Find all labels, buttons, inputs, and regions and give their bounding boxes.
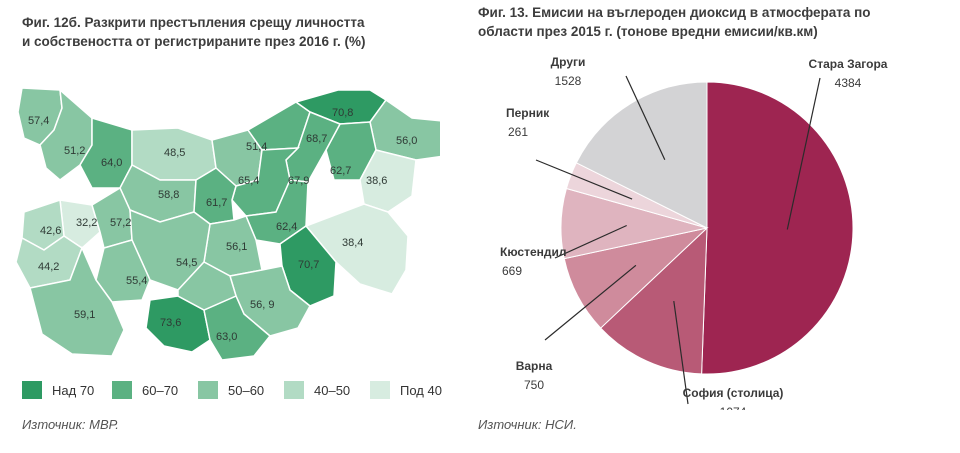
map-value: 57,4 <box>28 115 49 127</box>
map-regions <box>15 87 440 361</box>
map-value: 65,4 <box>238 175 259 187</box>
map-value: 70,8 <box>332 107 353 119</box>
pie-slices <box>560 81 854 375</box>
map-value: 56, 9 <box>250 299 274 311</box>
region-blagoevgrad <box>29 246 125 357</box>
pie-leader-line <box>544 264 637 341</box>
legend-label: Под 40 <box>400 382 442 398</box>
map-title-line-2: и собствеността от регистрираните през 2… <box>22 34 366 49</box>
map-value: 64,0 <box>101 157 122 169</box>
map-value: 67,9 <box>288 175 309 187</box>
pie-slice-name: Стара Загора <box>809 57 888 71</box>
map-legend: Над 70 60–70 50–60 40–50 Под 40 <box>22 381 442 399</box>
pie-leader-line <box>535 159 633 200</box>
legend-swatch <box>22 381 42 399</box>
map-value: 56,1 <box>226 241 247 253</box>
map-value: 57,2 <box>110 217 131 229</box>
legend-label: 60–70 <box>142 382 179 398</box>
legend-label: 50–60 <box>228 382 265 398</box>
map-value: 51,4 <box>246 141 267 153</box>
pie-slice-value: 1074 <box>720 405 747 410</box>
map-value: 62,4 <box>276 221 297 233</box>
pie-slice-name: Перник <box>506 106 550 120</box>
legend-item: 40–50 <box>284 381 370 399</box>
legend-swatch <box>198 381 218 399</box>
bulgaria-map: 57,4 51,2 64,0 48,5 51,4 68,7 70,8 56,0 … <box>15 87 440 361</box>
pie-source: Източник: НСИ. <box>478 417 577 432</box>
pie-slice-name: Други <box>551 55 586 69</box>
map-value: 58,8 <box>158 189 179 201</box>
map-value-labels: 57,4 51,2 64,0 48,5 51,4 68,7 70,8 56,0 … <box>28 107 417 343</box>
pie-title-line-1: Фиг. 13. Емисии на въглероден диоксид в … <box>478 5 871 20</box>
legend-label: 40–50 <box>314 382 351 398</box>
pie-slice-value: 4384 <box>835 76 862 90</box>
map-value: 38,4 <box>342 237 363 249</box>
pie-chart-title: Фиг. 13. Емисии на въглероден диоксид в … <box>478 3 948 41</box>
pie-leader-lines <box>535 75 821 405</box>
map-value: 61,7 <box>206 197 227 209</box>
pie-slice-value: 669 <box>502 264 522 278</box>
legend-label: Над 70 <box>52 382 95 398</box>
map-value: 42,6 <box>40 225 61 237</box>
legend-swatch <box>284 381 304 399</box>
map-value: 48,5 <box>164 147 185 159</box>
map-value: 68,7 <box>306 133 327 145</box>
map-value: 59,1 <box>74 309 95 321</box>
legend-item: 60–70 <box>112 381 198 399</box>
map-figure-title: Фиг. 12б. Разкрити престъпления срещу ли… <box>22 13 432 51</box>
region-burgas <box>304 203 409 295</box>
map-value: 62,7 <box>330 165 351 177</box>
map-source: Източник: МВР. <box>22 417 119 432</box>
legend-swatch <box>370 381 390 399</box>
map-value: 63,0 <box>216 331 237 343</box>
pie-title-line-2: области през 2015 г. (тонове вредни емис… <box>478 24 818 39</box>
pie-slice-value: 750 <box>524 378 544 392</box>
pie-slice-value: 261 <box>508 125 528 139</box>
map-value: 55,4 <box>126 275 147 287</box>
map-value: 54,5 <box>176 257 197 269</box>
pie-slice <box>701 81 854 375</box>
pie-leader-line <box>554 224 627 259</box>
map-value: 38,6 <box>366 175 387 187</box>
region-stara-zagora <box>244 179 309 245</box>
map-value: 56,0 <box>396 135 417 147</box>
legend-item: Над 70 <box>22 381 112 399</box>
region-kardzhali <box>203 295 272 361</box>
pie-leader-line <box>673 301 689 405</box>
pie-slice-name: Варна <box>516 359 553 373</box>
region-pazardzhik-south <box>177 261 237 311</box>
legend-swatch <box>112 381 132 399</box>
legend-item: 50–60 <box>198 381 284 399</box>
pie-slice <box>575 81 708 229</box>
legend-item: Под 40 <box>370 381 442 399</box>
pie-slice-value: 1528 <box>555 74 582 88</box>
pie-slice-name: Кюстендил <box>500 245 567 259</box>
emissions-pie-chart: Стара Загора 4384 София (столица) 1074 Варна… <box>500 55 888 410</box>
map-value: 51,2 <box>64 145 85 157</box>
pie-labels: Стара Загора 4384 София (столица) 1074 Варна… <box>500 55 888 410</box>
map-value: 32,2 <box>76 217 97 229</box>
map-title-line-1: Фиг. 12б. Разкрити престъпления срещу ли… <box>22 15 365 30</box>
pie-slice <box>599 226 708 375</box>
pie-leader-line <box>625 75 666 160</box>
map-value: 44,2 <box>38 261 59 273</box>
pie-leader-line <box>786 77 821 230</box>
pie-slice-name: София (столица) <box>683 386 784 400</box>
map-value: 70,7 <box>298 259 319 271</box>
map-value: 73,6 <box>160 317 181 329</box>
